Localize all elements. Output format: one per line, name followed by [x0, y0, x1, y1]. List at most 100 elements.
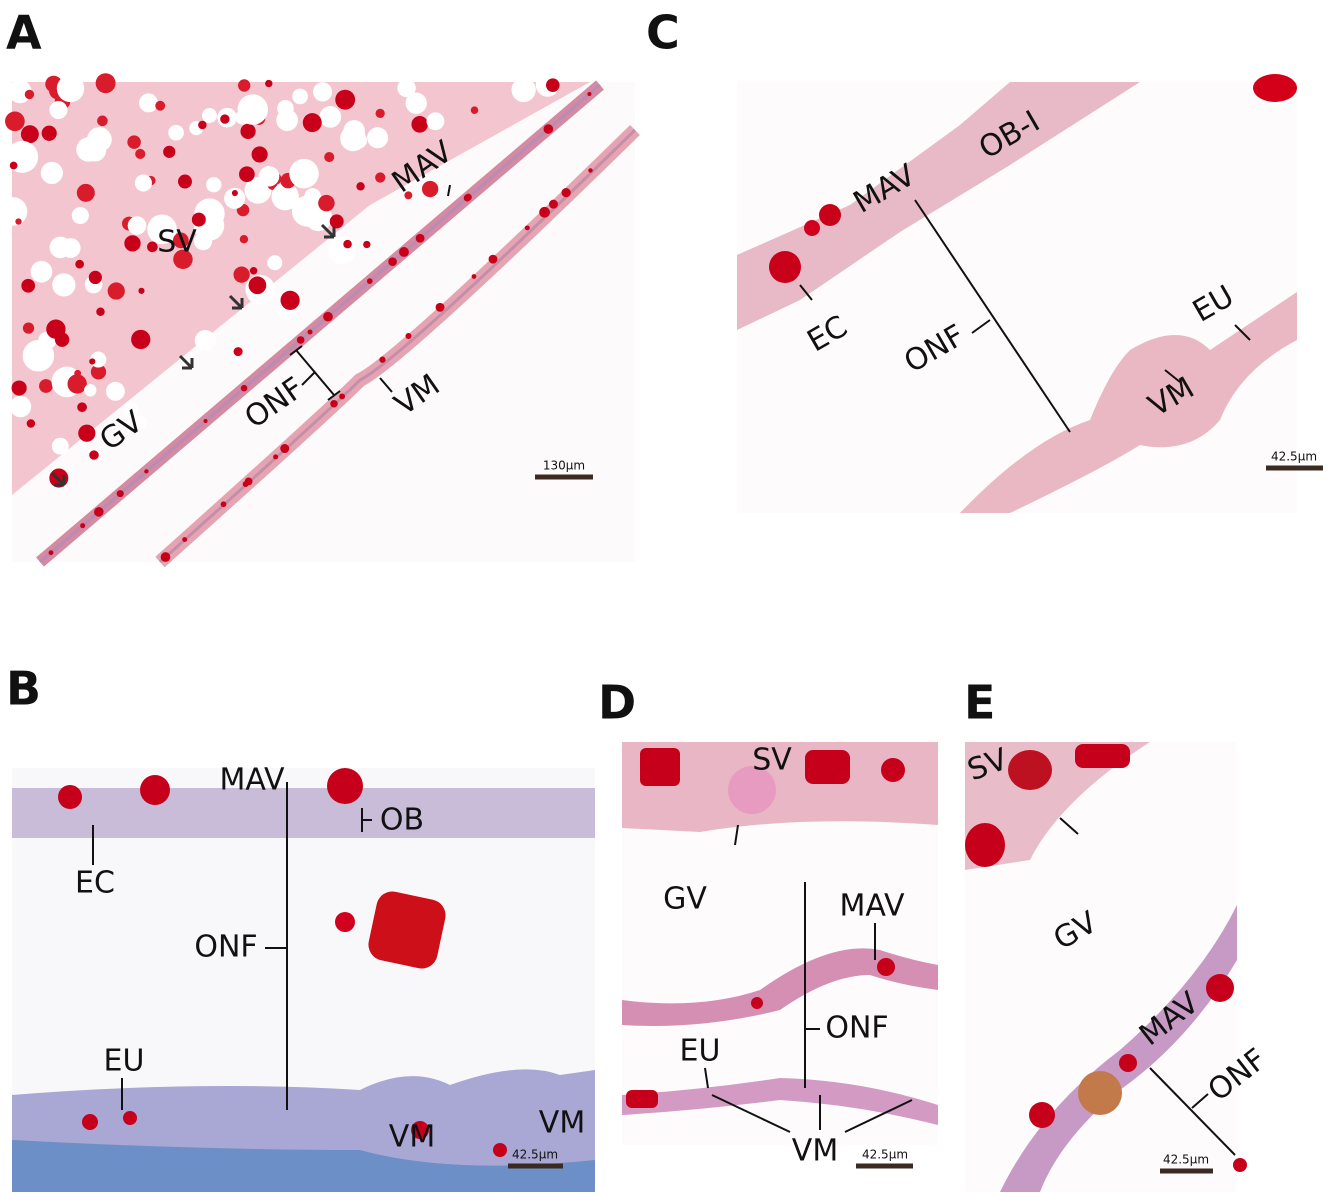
tissue-shape — [241, 385, 248, 392]
label: VM — [539, 1106, 585, 1141]
tissue-shape — [23, 323, 34, 334]
panel-letter: E — [964, 676, 995, 730]
tissue-shape — [168, 125, 184, 141]
panel-letter: B — [6, 662, 41, 716]
panel-e: E SV GV MAV ONF 42.5µm — [963, 676, 1273, 1193]
label: OB — [380, 803, 424, 838]
tissue-shape — [250, 267, 257, 274]
label: SV — [157, 225, 197, 260]
tissue-shape — [339, 393, 345, 399]
label: EU — [680, 1034, 721, 1069]
scale-bar-label: 42.5µm — [862, 1148, 908, 1162]
tissue-shape — [144, 469, 148, 473]
tissue-shape — [493, 1143, 507, 1157]
tissue-shape — [42, 126, 57, 141]
tissue-shape — [511, 78, 535, 102]
tissue-shape — [233, 266, 249, 282]
tissue-shape — [127, 135, 141, 149]
tissue-shape — [140, 775, 170, 805]
tissue-shape — [232, 190, 238, 196]
tissue-shape — [267, 255, 282, 270]
tissue-shape — [67, 374, 86, 393]
tissue-shape — [61, 238, 81, 258]
panel-b: B MAV OB EC ONF EU VM VM 42.5µm — [6, 662, 595, 1193]
tissue-shape — [135, 149, 145, 159]
tissue-shape — [239, 166, 255, 182]
tissue-shape — [31, 261, 53, 283]
tissue-shape — [388, 257, 397, 266]
tissue-shape — [202, 108, 217, 123]
tissue-shape — [49, 101, 67, 119]
tissue-shape — [15, 218, 21, 224]
tissue-shape — [819, 204, 841, 226]
label: EU — [104, 1044, 145, 1079]
tissue-shape — [323, 312, 333, 322]
tissue-shape — [276, 109, 298, 131]
tissue-shape — [178, 175, 192, 189]
tissue-shape — [198, 121, 206, 129]
tissue-shape — [21, 279, 35, 293]
tissue-shape — [12, 380, 27, 395]
tissue-shape — [465, 194, 472, 201]
tissue-shape — [405, 333, 411, 339]
tissue-shape — [297, 336, 305, 344]
tissue-shape — [335, 90, 355, 110]
tissue-shape — [640, 748, 680, 786]
tissue-shape — [1078, 1071, 1122, 1115]
tissue-shape — [1233, 1158, 1247, 1172]
tissue-shape — [259, 166, 280, 187]
label: SV — [752, 743, 792, 778]
tissue-shape — [416, 234, 425, 243]
panel-d: D SV GV MAV ONF EU VM 42.5µm — [598, 676, 938, 1169]
tissue-shape — [89, 450, 98, 459]
tissue-shape — [544, 124, 554, 134]
scale-bar-label: 42.5µm — [512, 1148, 558, 1162]
tissue-shape — [163, 146, 175, 158]
tissue-shape — [965, 823, 1005, 867]
tissue-shape — [131, 330, 150, 349]
tissue-shape — [124, 235, 140, 251]
tissue-shape — [562, 188, 571, 197]
tissue-shape — [1253, 74, 1297, 102]
tissue-shape — [87, 127, 112, 152]
tissue-shape — [379, 357, 385, 363]
tissue-shape — [249, 276, 267, 294]
tissue-shape — [252, 146, 268, 162]
tissue-shape — [308, 329, 313, 334]
label: ONF — [825, 1011, 888, 1046]
tissue-shape — [367, 127, 388, 148]
tissue-shape — [240, 235, 248, 243]
tissue-shape — [877, 958, 895, 976]
tissue-shape — [41, 162, 63, 184]
tissue-shape — [340, 125, 366, 151]
tissue-shape — [96, 73, 116, 93]
tissue-shape — [25, 90, 34, 99]
tissue-shape — [324, 152, 334, 162]
tissue-shape — [147, 242, 158, 253]
label: VM — [389, 1120, 435, 1155]
tissue-shape — [588, 168, 592, 172]
tissue-shape — [135, 174, 152, 191]
tissue-shape — [82, 1114, 98, 1130]
tissue-shape — [78, 425, 95, 442]
tissue-shape — [1008, 750, 1052, 790]
tissue-shape — [881, 758, 905, 782]
tissue-shape — [319, 106, 341, 128]
label: ONF — [194, 930, 257, 965]
panel-letter: D — [598, 676, 636, 730]
tissue-shape — [128, 216, 147, 235]
tissue-shape — [587, 92, 591, 96]
tissue-shape — [49, 550, 54, 555]
tissue-shape — [363, 241, 370, 248]
figure: A SV MAV GV ONF VM 130µm C MAV OB-I EC O… — [0, 0, 1330, 1193]
tissue-shape — [273, 454, 278, 459]
tissue-shape — [471, 106, 479, 114]
tissue-shape — [805, 750, 850, 784]
tissue-shape — [280, 444, 289, 453]
label: GV — [663, 882, 707, 917]
tissue-shape — [356, 182, 364, 190]
tissue-shape — [139, 93, 158, 112]
tissue-shape — [195, 330, 216, 351]
tissue-shape — [52, 438, 69, 455]
tissue-shape — [238, 79, 250, 91]
